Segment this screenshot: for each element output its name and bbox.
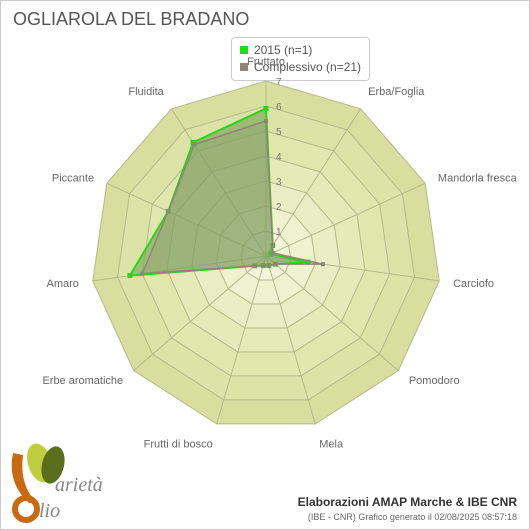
logo-text-bottom: lio: [39, 500, 60, 522]
svg-text:Erba/Foglia: Erba/Foglia: [368, 86, 425, 98]
logo-svg: arietà lio: [7, 443, 137, 523]
svg-text:4: 4: [276, 152, 282, 163]
svg-text:Fruttato: Fruttato: [247, 56, 285, 68]
footer-timestamp: (IBE - CNR) Grafico generato il 02/08/20…: [308, 512, 517, 522]
radar-svg: 1 2 3 4 5 6 7 Fruttato Erba/Foglia Mandorla fresc…: [1, 31, 530, 481]
svg-text:Mela: Mela: [319, 438, 344, 450]
svg-text:Fluidita: Fluidita: [128, 86, 164, 98]
svg-text:Mandorla fresca: Mandorla fresca: [438, 172, 518, 184]
svg-text:5: 5: [276, 127, 282, 138]
logo-o-icon: [15, 498, 37, 520]
footer-credit: Elaborazioni AMAP Marche & IBE CNR: [298, 495, 517, 509]
svg-text:Amaro: Amaro: [47, 278, 79, 290]
page-title: OGLIAROLA DEL BRADANO: [13, 9, 249, 30]
logo-text-top: arietà: [55, 474, 103, 496]
svg-text:Pomodoro: Pomodoro: [409, 375, 460, 387]
svg-text:Frutti di bosco: Frutti di bosco: [144, 438, 213, 450]
svg-text:6: 6: [276, 102, 282, 113]
svg-text:Carciofo: Carciofo: [453, 278, 494, 290]
svg-text:3: 3: [276, 177, 282, 188]
svg-text:Erbe aromatiche: Erbe aromatiche: [42, 375, 123, 387]
logo: arietà lio: [7, 443, 137, 523]
svg-text:2: 2: [276, 202, 282, 213]
svg-text:7: 7: [276, 77, 282, 88]
chart-container: OGLIAROLA DEL BRADANO 2015 (n=1) Comples…: [0, 0, 530, 530]
svg-text:1: 1: [276, 227, 282, 238]
svg-text:Piccante: Piccante: [52, 172, 94, 184]
radar-chart: 1 2 3 4 5 6 7 Fruttato Erba/Foglia Mandorla fresc…: [1, 31, 530, 481]
